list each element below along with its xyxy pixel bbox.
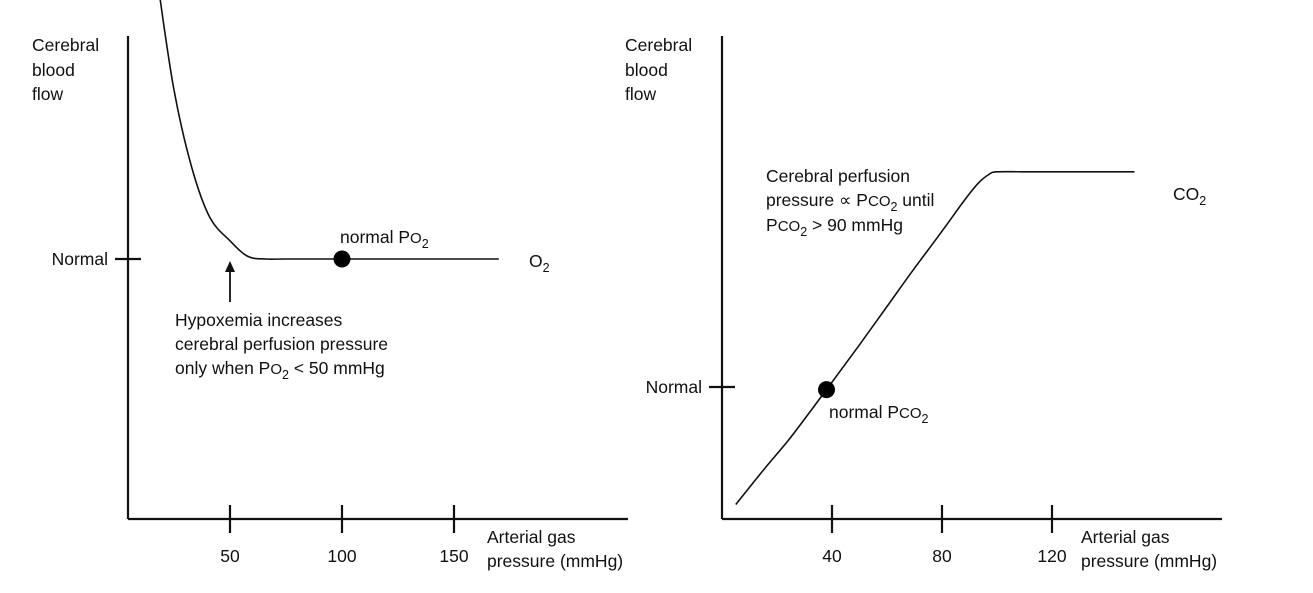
normal-point-label-sub: 2 [922, 412, 929, 426]
chart-panel-2: Cerebral blood flow Arterial gas pressure (m… [625, 35, 1222, 571]
annotation-line-1: Hypoxemia increases [175, 310, 343, 330]
annotation-line-2-tail: until [897, 190, 934, 210]
annotation-line-1-main: Hypoxemia increases [175, 310, 343, 330]
y-axis-label-line-3: flow [32, 84, 63, 104]
annotation-line-3: only when PO2 < 50 mmHg [175, 358, 385, 382]
normal-point-label: normal PO2 [340, 227, 429, 251]
annotation-line-1: Cerebral perfusion [766, 166, 910, 186]
y-axis-label-line-2: blood [32, 60, 75, 80]
annotation-line-3-small: CO [778, 218, 801, 235]
annotation-line-3-sub: 2 [800, 225, 807, 239]
x-tick-label: 120 [1037, 546, 1066, 566]
annotation-line-2: cerebral perfusion pressure [175, 334, 388, 354]
annotation-line-2: pressure ∝ PCO2 until [766, 190, 934, 214]
normal-point-marker [333, 250, 351, 268]
series-line-1 [735, 170, 1135, 505]
series-line-1 [159, 0, 499, 260]
annotation-line-2-small: CO [868, 193, 891, 210]
normal-point-marker [818, 381, 835, 399]
series-label: CO2 [1173, 184, 1206, 208]
x-axis-label-line-2: pressure (mmHg) [487, 551, 623, 571]
y-axis-label-line-1: Cerebral [625, 35, 692, 55]
annotation-line-3-small: O [270, 361, 282, 378]
x-tick-label: 50 [220, 546, 240, 566]
annotation-line-2-main: cerebral perfusion pressure [175, 334, 388, 354]
x-tick-label: 40 [822, 546, 842, 566]
annotation-line-2-sub: 2 [890, 200, 897, 214]
annotation-line-3-tail: < 50 mmHg [289, 358, 385, 378]
y-axis-label-line-1: Cerebral [32, 35, 99, 55]
normal-point-label-main: normal P [829, 402, 899, 422]
normal-point-label-main: normal P [340, 227, 410, 247]
annotation-line-3-tail: > 90 mmHg [807, 215, 903, 235]
y-tick-label: Normal [646, 377, 702, 397]
x-axis-label-line-2: pressure (mmHg) [1081, 551, 1217, 571]
annotation-line-3-main: P [766, 215, 778, 235]
series-label-base: CO [1173, 184, 1199, 204]
chart-panel-1: Cerebral blood flow Arterial gas pressure (m… [32, 0, 628, 571]
annotation-line-1-main: Cerebral perfusion [766, 166, 910, 186]
normal-point-label: normal PCO2 [829, 402, 929, 426]
annotation-line-3-main: only when P [175, 358, 270, 378]
x-tick-label: 150 [439, 546, 468, 566]
series-label: O2 [529, 251, 550, 275]
normal-point-label-small: O [410, 230, 422, 247]
series-label-base: O [529, 251, 543, 271]
annotation-line-3-sub: 2 [282, 368, 289, 382]
y-tick-label: Normal [52, 249, 108, 269]
x-axis-label-line-1: Arterial gas [487, 527, 576, 547]
annotation-arrow-head [225, 261, 235, 272]
normal-point-label-sub: 2 [422, 237, 429, 251]
series-label-sub: 2 [1199, 194, 1206, 208]
y-axis-label-line-2: blood [625, 60, 668, 80]
x-tick-label: 100 [327, 546, 356, 566]
normal-point-label-small: CO [899, 405, 922, 422]
annotation-line-3: PCO2 > 90 mmHg [766, 215, 903, 239]
y-axis-label-line-3: flow [625, 84, 656, 104]
series-label-sub: 2 [543, 261, 550, 275]
x-axis-label-line-1: Arterial gas [1081, 527, 1170, 547]
annotation-line-2-main: pressure ∝ P [766, 190, 868, 210]
x-tick-label: 80 [932, 546, 952, 566]
